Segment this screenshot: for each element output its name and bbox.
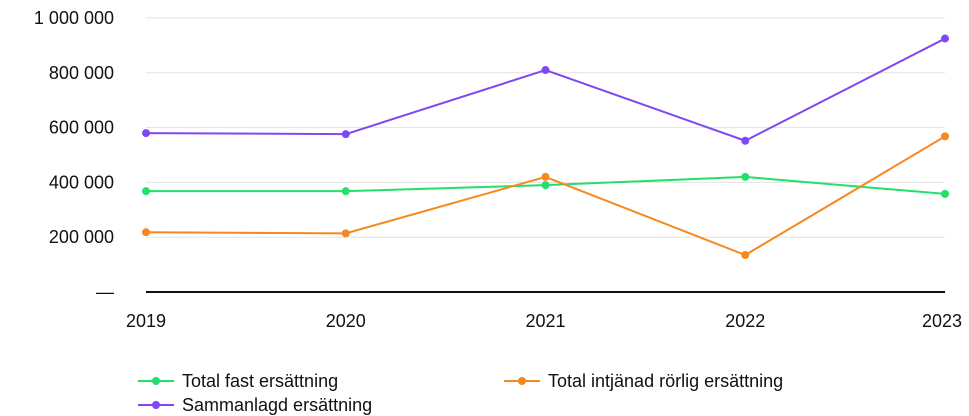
data-point [741, 172, 750, 181]
legend-label: Total fast ersättning [182, 370, 339, 391]
data-point [142, 187, 150, 196]
grid-lines [146, 17, 945, 238]
x-tick-label: 2019 [126, 311, 166, 331]
legend-label: Sammanlagd ersättning [182, 394, 373, 415]
series-line [145, 37, 946, 142]
x-axis-tick-labels: 2019 2020 2021 2022 2023 [126, 311, 962, 331]
x-tick-label: 2022 [725, 311, 765, 331]
data-point [941, 132, 949, 141]
legend-swatch [504, 374, 540, 388]
x-tick-label: 2021 [525, 311, 565, 331]
legend: Total fast ersättning Total intjänad rör… [138, 370, 898, 416]
legend-label: Total intjänad rörlig ersättning [548, 370, 784, 391]
y-tick-label: 400 000 [49, 172, 114, 192]
data-point [741, 251, 750, 260]
legend-item-sammanlagd: Sammanlagd ersättning [138, 394, 372, 416]
data-point [341, 130, 350, 139]
data-point [541, 172, 550, 181]
legend-swatch [138, 398, 174, 412]
x-tick-label: 2023 [922, 311, 962, 331]
data-point [941, 34, 949, 43]
data-point [541, 66, 550, 75]
data-point [741, 136, 750, 145]
data-point [541, 181, 550, 190]
legend-item-total-rorlig: Total intjänad rörlig ersättning [504, 370, 783, 392]
x-tick-label: 2020 [326, 311, 366, 331]
y-tick-label: 600 000 [49, 118, 114, 138]
series-group [142, 34, 949, 260]
y-tick-label: 1 000 000 [34, 8, 114, 28]
data-point [941, 189, 949, 198]
y-tick-label: 200 000 [49, 227, 114, 247]
y-tick-label: — [96, 282, 114, 302]
y-tick-label: 800 000 [49, 63, 114, 83]
data-point [341, 187, 350, 196]
legend-item-total-fast: Total fast ersättning [138, 370, 338, 392]
data-point [142, 228, 150, 237]
data-point [142, 129, 150, 138]
data-point [341, 229, 350, 238]
legend-swatch [138, 374, 174, 388]
y-axis-tick-labels: — 200 000 400 000 600 000 800 000 1 000 000 [34, 8, 114, 302]
